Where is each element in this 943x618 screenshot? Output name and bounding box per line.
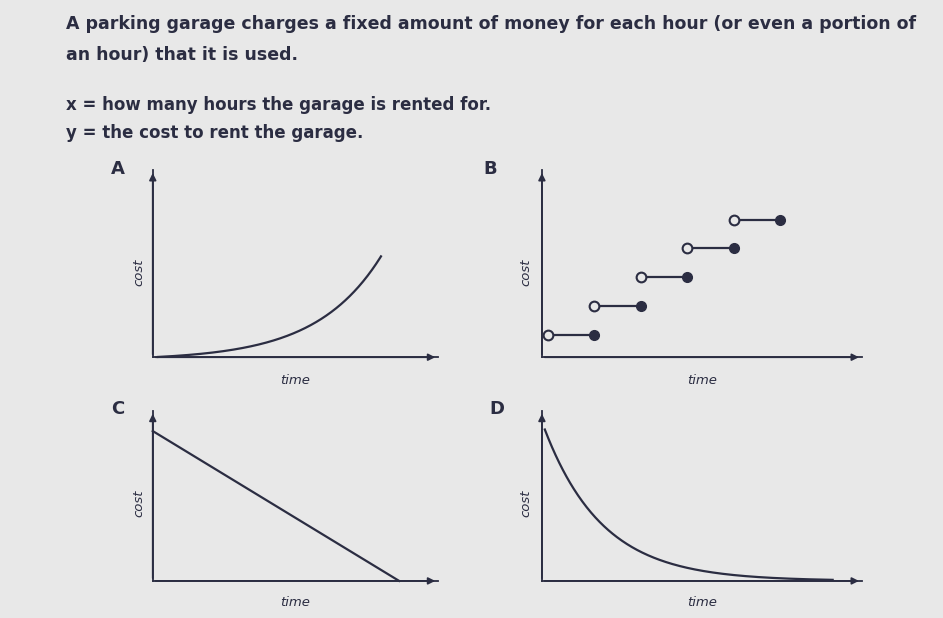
Text: cost: cost	[132, 258, 145, 286]
Text: x = how many hours the garage is rented for.: x = how many hours the garage is rented …	[66, 96, 491, 114]
Text: cost: cost	[520, 490, 533, 517]
Text: A parking garage charges a fixed amount of money for each hour (or even a portio: A parking garage charges a fixed amount …	[66, 15, 917, 33]
Text: cost: cost	[132, 490, 145, 517]
Text: time: time	[687, 596, 717, 609]
Text: B: B	[484, 159, 497, 177]
Text: A: A	[111, 159, 125, 177]
Text: time: time	[280, 374, 310, 387]
Text: cost: cost	[520, 258, 533, 286]
Text: y = the cost to rent the garage.: y = the cost to rent the garage.	[66, 124, 363, 142]
Text: time: time	[687, 374, 717, 387]
Text: time: time	[280, 596, 310, 609]
Text: an hour) that it is used.: an hour) that it is used.	[66, 46, 298, 64]
Text: D: D	[489, 400, 505, 418]
Text: C: C	[111, 400, 124, 418]
